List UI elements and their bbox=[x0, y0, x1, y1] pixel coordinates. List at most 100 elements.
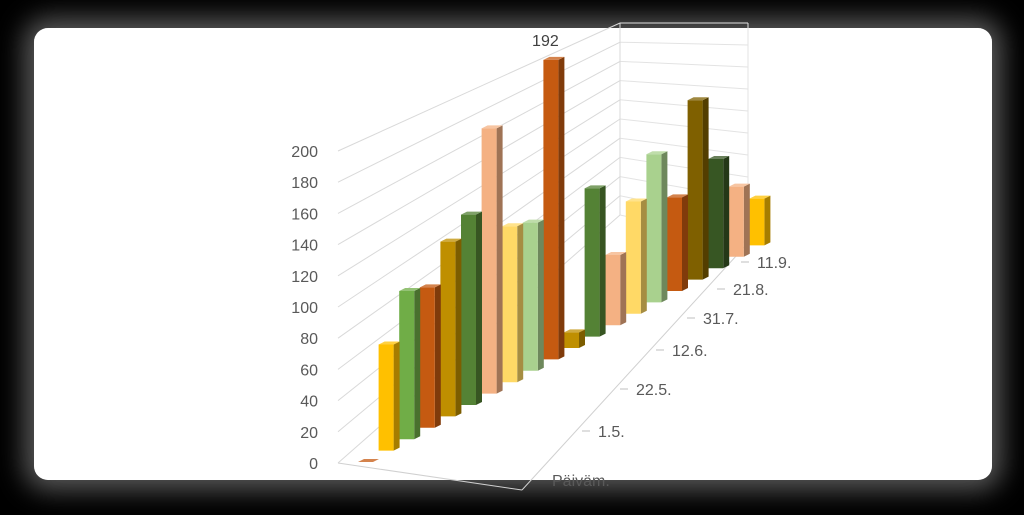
gridline-back-160 bbox=[619, 60, 749, 68]
bar-front bbox=[419, 287, 435, 428]
bar-side bbox=[640, 198, 647, 314]
bar bbox=[584, 185, 606, 337]
bar-side bbox=[764, 195, 771, 246]
y-tick-label: 100 bbox=[291, 300, 318, 317]
bar-side bbox=[434, 284, 441, 428]
bar bbox=[419, 284, 441, 428]
bar-front bbox=[605, 255, 621, 326]
gridline-left-180 bbox=[337, 41, 621, 183]
gridline-left-120 bbox=[337, 99, 621, 277]
bar-front bbox=[378, 344, 394, 451]
gridline-back-80 bbox=[619, 137, 749, 156]
depth-axis-label: 1.5. bbox=[598, 424, 625, 441]
bar-top bbox=[749, 195, 771, 199]
y-tick-label: 120 bbox=[291, 269, 318, 286]
bar-front bbox=[646, 154, 662, 303]
bar bbox=[378, 341, 400, 451]
bar bbox=[564, 329, 585, 348]
bar-front bbox=[749, 198, 765, 246]
gridline-back-140 bbox=[619, 80, 749, 90]
y-tick-label: 140 bbox=[291, 238, 318, 255]
depth-axis-label: Päiväm. bbox=[552, 473, 610, 490]
gridline-back-180 bbox=[619, 41, 749, 46]
bar-side bbox=[702, 97, 709, 280]
depth-axis-label: 11.9. bbox=[757, 255, 791, 272]
bar-front bbox=[687, 100, 703, 280]
floor-front-edge bbox=[337, 462, 523, 491]
bar-top bbox=[708, 156, 730, 159]
bar-side bbox=[558, 56, 565, 360]
bar bbox=[708, 156, 730, 269]
axis-layer: 0 20 40 60 80 100 120 140 160 180 200 bbox=[291, 144, 749, 491]
depth-axis-label: 12.6. bbox=[672, 343, 708, 360]
y-tick-label: 160 bbox=[291, 206, 318, 223]
bar-top bbox=[564, 329, 585, 333]
bar-top bbox=[399, 288, 421, 291]
bar-layer bbox=[358, 56, 771, 462]
bar bbox=[502, 223, 524, 383]
bar bbox=[543, 56, 565, 360]
bar bbox=[461, 211, 482, 405]
bar-top bbox=[461, 211, 482, 215]
bar-top bbox=[667, 194, 688, 198]
y-tick-label: 200 bbox=[291, 144, 318, 161]
bar bbox=[399, 288, 421, 440]
bar-side bbox=[537, 219, 544, 371]
bar-side bbox=[620, 252, 627, 326]
bar-front bbox=[461, 214, 476, 405]
bar-front bbox=[564, 332, 579, 348]
bar-front bbox=[399, 291, 415, 440]
bar-side bbox=[723, 156, 730, 269]
bar-side bbox=[476, 211, 482, 405]
bar-top bbox=[625, 198, 647, 202]
bar-top bbox=[440, 238, 462, 242]
bar bbox=[605, 252, 627, 326]
bar bbox=[625, 198, 647, 314]
bar-front bbox=[502, 226, 518, 383]
bar bbox=[646, 151, 668, 303]
bar-side bbox=[743, 183, 750, 257]
bar-front bbox=[543, 59, 559, 360]
bar-top bbox=[728, 183, 750, 187]
gridline-back-120 bbox=[619, 99, 749, 112]
bar-top bbox=[419, 284, 441, 288]
y-tick-label: 0 bbox=[309, 456, 318, 473]
bar-front bbox=[440, 241, 456, 417]
gridline-back-100 bbox=[619, 118, 749, 134]
depth-axis-label: 31.7. bbox=[703, 311, 739, 328]
bar-front bbox=[667, 197, 682, 291]
bar bbox=[728, 183, 750, 257]
bar-side bbox=[682, 194, 688, 291]
bar-top bbox=[502, 223, 524, 227]
y-tick-label: 180 bbox=[291, 175, 318, 192]
bar-front bbox=[584, 188, 600, 337]
y-tick-label: 40 bbox=[300, 394, 318, 411]
bar-side bbox=[661, 151, 668, 303]
bar-side bbox=[393, 341, 400, 451]
y-tick-label: 20 bbox=[300, 425, 318, 442]
bar bbox=[481, 125, 503, 394]
bar-side bbox=[414, 288, 421, 440]
bar-front bbox=[708, 159, 724, 269]
bar-front bbox=[481, 128, 497, 394]
y-tick-label: 80 bbox=[300, 331, 318, 348]
bar bbox=[687, 97, 709, 280]
bar-top bbox=[358, 459, 379, 462]
gridline-left-140 bbox=[337, 80, 621, 246]
bar-side bbox=[599, 185, 606, 337]
bar-side bbox=[496, 125, 503, 394]
bar bbox=[667, 194, 688, 291]
bar bbox=[358, 459, 379, 462]
bar-front bbox=[625, 201, 641, 314]
bar-front bbox=[522, 222, 538, 371]
y-tick-label: 60 bbox=[300, 362, 318, 379]
bar-side bbox=[579, 329, 585, 348]
bar-top bbox=[522, 219, 544, 223]
bar-top bbox=[584, 185, 606, 189]
gridline-left-160 bbox=[337, 60, 621, 214]
depth-axis-label: 22.5. bbox=[636, 382, 672, 399]
label-layer: Päiväm. 1.5. 22.5. 12.6. 31.7. 21.8. 11.9. 192 bbox=[532, 33, 791, 490]
bar-top bbox=[605, 252, 627, 255]
gridline-left-200 bbox=[337, 22, 621, 152]
